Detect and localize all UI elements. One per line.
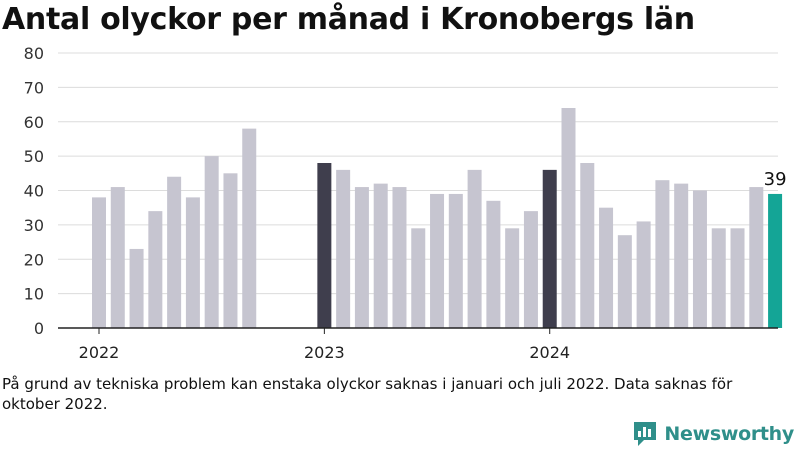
bar [448, 193, 463, 328]
bar [711, 228, 726, 328]
chart-title: Antal olyckor per månad i Kronobergs län [2, 2, 695, 37]
y-tick-label: 60 [24, 113, 44, 132]
bar [148, 211, 163, 328]
bar [768, 193, 783, 328]
bar [486, 200, 501, 328]
bar [92, 197, 106, 328]
y-tick-label: 20 [24, 250, 44, 269]
x-tick-label: 2024 [529, 343, 570, 362]
bar [392, 187, 407, 328]
bar [749, 187, 764, 328]
x-axis: 2022 2023 2024 [58, 327, 778, 362]
bar [411, 228, 426, 328]
y-tick-label: 30 [24, 216, 44, 235]
bar [354, 187, 369, 328]
bar [110, 187, 125, 328]
bar [430, 193, 445, 328]
bar [185, 197, 200, 328]
y-tick-label: 10 [24, 285, 44, 304]
y-tick-label: 40 [24, 182, 44, 201]
bar [505, 228, 520, 328]
bar [542, 169, 557, 328]
y-tick-label: 70 [24, 78, 44, 97]
bar [336, 169, 351, 328]
bar [129, 248, 144, 328]
bar [373, 183, 388, 328]
bar [730, 228, 745, 328]
newsworthy-logo-icon [634, 422, 657, 446]
bar [167, 176, 182, 328]
bars [92, 108, 783, 328]
bar [204, 156, 219, 328]
bar [674, 183, 689, 328]
y-tick-label: 0 [34, 319, 44, 338]
footnote: På grund av tekniska problem kan enstaka… [2, 375, 733, 413]
bar [561, 108, 576, 328]
annotations: 39 [764, 169, 787, 190]
brand-logo[interactable]: Newsworthy [632, 420, 794, 448]
bar-chart: 0 10 20 30 40 50 60 70 80 2022 2023 2024 39 [24, 44, 787, 362]
bar [599, 207, 614, 328]
bar [223, 173, 238, 328]
bar [692, 190, 707, 328]
y-axis-ticks: 0 10 20 30 40 50 60 70 80 [24, 44, 44, 338]
latest-value-label: 39 [764, 169, 787, 190]
bar [636, 221, 651, 328]
bar [580, 163, 595, 328]
x-tick-label: 2023 [304, 343, 345, 362]
bar [523, 211, 538, 328]
bar [617, 235, 632, 328]
y-tick-label: 50 [24, 147, 44, 166]
y-tick-label: 80 [24, 44, 44, 63]
bar [655, 180, 670, 328]
bar [467, 169, 482, 328]
bar [317, 163, 332, 328]
bar [242, 128, 257, 328]
x-tick-label: 2022 [79, 343, 120, 362]
brand-name: Newsworthy [664, 423, 794, 445]
